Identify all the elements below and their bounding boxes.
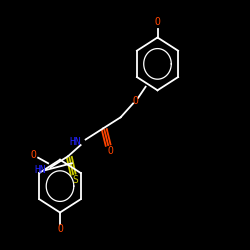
Text: O: O — [30, 150, 36, 160]
Text: O: O — [154, 17, 160, 27]
Text: HN: HN — [70, 137, 82, 147]
Text: HN: HN — [35, 165, 46, 175]
Text: O: O — [108, 146, 114, 156]
Text: O: O — [133, 96, 138, 106]
Text: O: O — [57, 224, 63, 234]
Text: S: S — [73, 175, 78, 185]
